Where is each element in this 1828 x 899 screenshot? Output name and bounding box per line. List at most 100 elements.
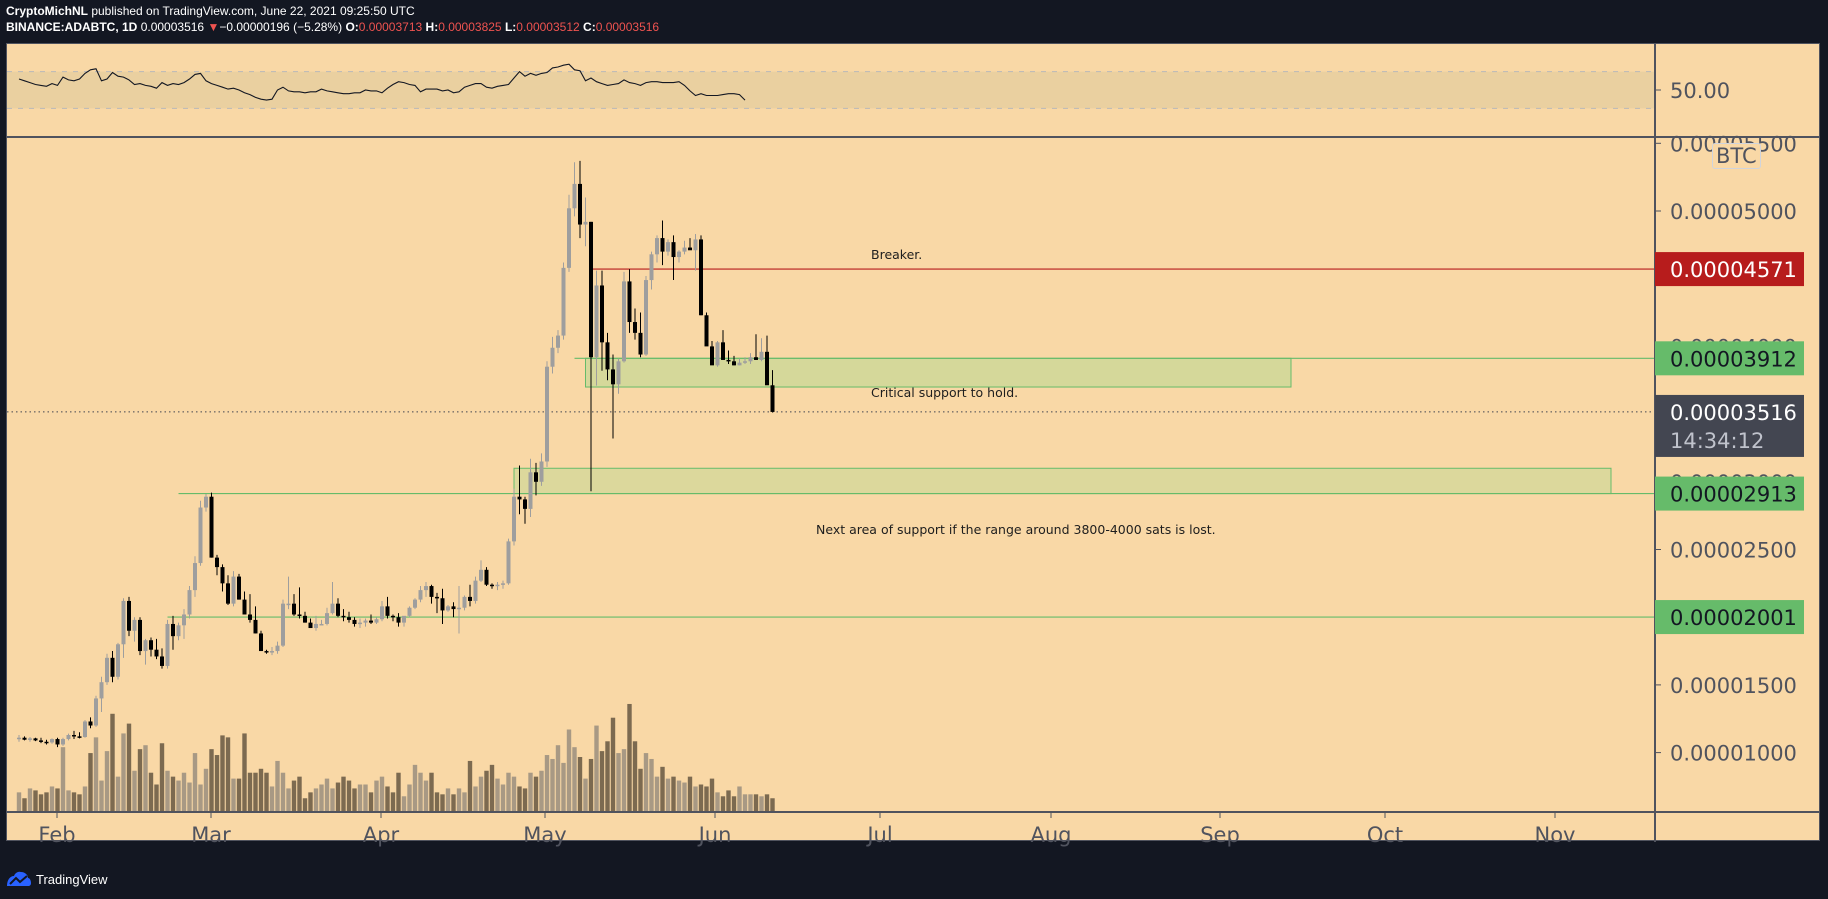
candle-body[interactable] <box>17 737 21 740</box>
candle-body[interactable] <box>424 586 428 591</box>
candle-body[interactable] <box>633 322 637 333</box>
author-name[interactable]: CryptoMichNL <box>6 4 88 18</box>
candle-body[interactable] <box>391 615 395 618</box>
candle-body[interactable] <box>693 239 698 251</box>
candle-body[interactable] <box>363 620 368 623</box>
candle-body[interactable] <box>655 238 659 255</box>
next-support-annotation[interactable]: Next area of support if the range around… <box>816 522 1216 537</box>
candle-body[interactable] <box>578 183 582 225</box>
candle-body[interactable] <box>572 183 577 209</box>
candle-body[interactable] <box>567 208 571 268</box>
candle-body[interactable] <box>94 698 98 726</box>
candle-body[interactable] <box>242 599 247 615</box>
candle-body[interactable] <box>61 739 65 745</box>
candle-body[interactable] <box>116 644 120 677</box>
candle-body[interactable] <box>748 357 753 362</box>
candle-body[interactable] <box>149 640 153 650</box>
candle-body[interactable] <box>182 614 186 626</box>
candle-body[interactable] <box>589 221 593 358</box>
candle-body[interactable] <box>407 607 412 616</box>
candle-body[interactable] <box>429 586 434 597</box>
candle-body[interactable] <box>446 606 450 611</box>
candle-body[interactable] <box>484 569 489 585</box>
tradingview-brand[interactable]: TradingView <box>36 871 108 887</box>
candle-body[interactable] <box>605 342 610 370</box>
candle-body[interactable] <box>330 603 335 614</box>
candle-body[interactable] <box>121 600 126 645</box>
candle-body[interactable] <box>253 619 258 634</box>
candle-body[interactable] <box>143 640 148 652</box>
candle-body[interactable] <box>451 606 456 610</box>
candle-body[interactable] <box>303 615 307 623</box>
candle-body[interactable] <box>534 472 538 482</box>
candle-body[interactable] <box>666 242 670 252</box>
candle-body[interactable] <box>671 242 676 258</box>
candle-body[interactable] <box>264 651 269 653</box>
candle-body[interactable] <box>556 335 560 348</box>
candle-body[interactable] <box>292 603 296 615</box>
candle-body[interactable] <box>132 619 137 631</box>
candle-body[interactable] <box>127 600 131 631</box>
candle-body[interactable] <box>215 557 219 568</box>
candle-body[interactable] <box>110 657 115 677</box>
candle-body[interactable] <box>737 362 742 366</box>
candle-body[interactable] <box>462 596 467 608</box>
candle-body[interactable] <box>732 361 736 366</box>
candle-body[interactable] <box>468 596 472 601</box>
candle-body[interactable] <box>198 507 203 564</box>
candle-body[interactable] <box>413 599 417 608</box>
candle-body[interactable] <box>440 598 445 611</box>
candle-body[interactable] <box>105 657 109 683</box>
breaker-annotation[interactable]: Breaker. <box>871 247 922 262</box>
candle-body[interactable] <box>187 590 192 615</box>
candle-body[interactable] <box>72 734 76 737</box>
candle-body[interactable] <box>479 569 483 581</box>
candle-body[interactable] <box>704 315 709 347</box>
candle-body[interactable] <box>308 622 313 629</box>
candle-body[interactable] <box>550 347 555 367</box>
candle-body[interactable] <box>435 596 439 599</box>
candle-body[interactable] <box>88 721 93 726</box>
candle-body[interactable] <box>726 359 731 362</box>
candle-body[interactable] <box>528 472 533 509</box>
candle-body[interactable] <box>721 342 725 360</box>
candle-body[interactable] <box>457 607 461 610</box>
candle-body[interactable] <box>325 613 329 624</box>
candle-body[interactable] <box>33 738 38 741</box>
candle-body[interactable] <box>66 734 71 740</box>
currency-unit-badge[interactable]: BTC <box>1712 143 1761 169</box>
candle-body[interactable] <box>193 563 197 591</box>
candle-body[interactable] <box>539 461 544 482</box>
candle-body[interactable] <box>358 622 362 625</box>
candle-body[interactable] <box>473 580 478 601</box>
candle-body[interactable] <box>209 496 214 558</box>
price-tag-support[interactable] <box>1655 476 1804 511</box>
candle-body[interactable] <box>55 739 60 745</box>
candle-body[interactable] <box>160 656 164 666</box>
last-price-tag[interactable] <box>1655 394 1804 457</box>
candle-body[interactable] <box>396 617 401 623</box>
candle-body[interactable] <box>286 603 291 606</box>
candle-body[interactable] <box>622 281 626 362</box>
chart-panel[interactable] <box>6 43 1820 841</box>
candle-body[interactable] <box>297 614 302 616</box>
candle-body[interactable] <box>231 576 236 604</box>
candle-body[interactable] <box>237 576 241 600</box>
candle-body[interactable] <box>501 583 505 585</box>
candle-body[interactable] <box>374 619 379 623</box>
candle-body[interactable] <box>545 366 549 462</box>
candle-body[interactable] <box>352 619 357 624</box>
candle-body[interactable] <box>710 346 714 366</box>
candle-body[interactable] <box>248 614 252 620</box>
candle-body[interactable] <box>644 280 648 355</box>
candle-body[interactable] <box>402 615 406 623</box>
candle-body[interactable] <box>512 496 516 542</box>
candle-body[interactable] <box>259 633 263 652</box>
price-tag-breaker[interactable] <box>1655 252 1804 287</box>
candle-body[interactable] <box>99 682 104 699</box>
price-tag-support[interactable] <box>1655 600 1804 635</box>
candle-body[interactable] <box>347 617 351 620</box>
candle-body[interactable] <box>715 342 720 366</box>
candle-body[interactable] <box>523 499 527 509</box>
